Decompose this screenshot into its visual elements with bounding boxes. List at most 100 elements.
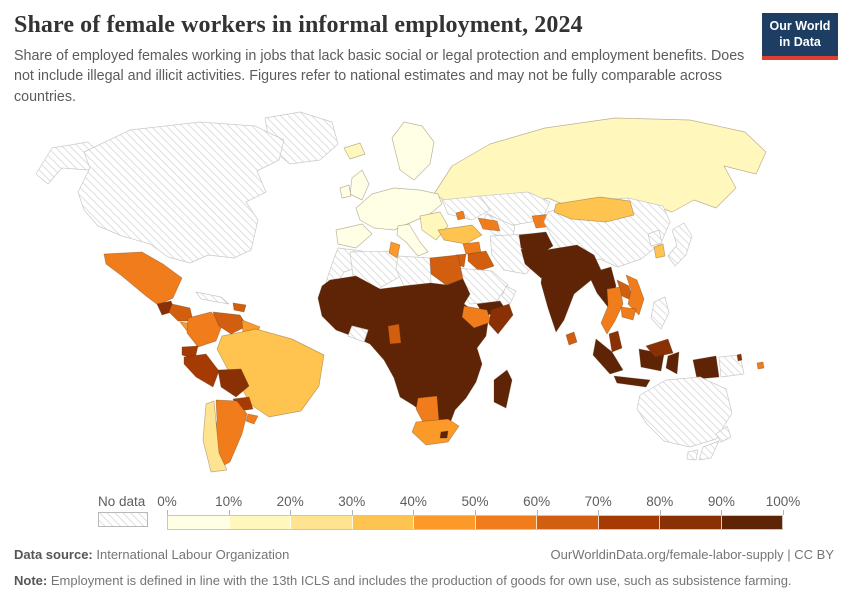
legend-bin-10-20%[interactable] xyxy=(229,516,291,529)
legend-tick-mark xyxy=(167,510,168,515)
legend-tick-mark xyxy=(413,510,415,515)
legend-bin-0-10%[interactable] xyxy=(168,516,230,529)
region-north-korea[interactable] xyxy=(647,229,663,247)
region-honduras-nicaragua[interactable] xyxy=(168,303,194,322)
region-peru[interactable] xyxy=(183,353,220,388)
legend-tick-label: 20% xyxy=(276,494,304,509)
region-mongolia[interactable] xyxy=(553,196,635,223)
region-cuba[interactable] xyxy=(195,291,230,305)
legend-tick-label: 70% xyxy=(584,494,612,509)
region-thailand[interactable] xyxy=(600,286,624,335)
footer-note: Note: Employment is defined in line with… xyxy=(14,572,834,590)
region-papua-new-guinea[interactable] xyxy=(718,354,745,378)
region-sub-saharan-africa[interactable] xyxy=(317,275,489,436)
region-iberia[interactable] xyxy=(335,223,373,249)
owid-logo[interactable]: Our World in Data xyxy=(762,13,838,61)
legend-tick-label: 40% xyxy=(399,494,427,509)
region-mexico[interactable] xyxy=(103,251,183,306)
region-liberia-sierra-leone[interactable] xyxy=(347,325,369,343)
region-somalia[interactable] xyxy=(488,303,514,335)
region-australia[interactable] xyxy=(636,376,733,448)
footer-data-source: Data source: International Labour Organi… xyxy=(14,546,289,564)
region-italy[interactable] xyxy=(396,223,429,257)
region-indonesia-java[interactable] xyxy=(613,375,651,388)
region-philippines[interactable] xyxy=(650,296,670,330)
region-ireland[interactable] xyxy=(339,184,352,199)
legend-bar xyxy=(167,515,783,530)
region-brazil[interactable] xyxy=(216,328,325,418)
region-uruguay[interactable] xyxy=(245,413,259,425)
legend-bin-60-70%[interactable] xyxy=(537,516,599,529)
region-new-zealand-north[interactable] xyxy=(715,425,732,443)
region-indonesia-sumatra[interactable] xyxy=(592,338,624,375)
page-title: Share of female workers in informal empl… xyxy=(14,12,583,38)
footer-url[interactable]: OurWorldinData.org/female-labor-supply |… xyxy=(550,547,834,562)
legend-bin-20-30%[interactable] xyxy=(291,516,353,529)
footer-source-text: International Labour Organization xyxy=(96,547,290,562)
region-ghana[interactable] xyxy=(387,323,402,345)
region-namibia[interactable] xyxy=(415,395,440,425)
region-venezuela[interactable] xyxy=(212,311,248,335)
region-indonesia-papua[interactable] xyxy=(692,355,720,380)
region-vietnam[interactable] xyxy=(625,274,645,316)
region-oman[interactable] xyxy=(501,285,517,305)
footer: Data source: International Labour Organi… xyxy=(0,546,850,589)
region-new-zealand-south[interactable] xyxy=(698,440,720,461)
legend-bin-30-40%[interactable] xyxy=(352,516,414,529)
region-moldova[interactable] xyxy=(455,210,466,221)
footer-source-label: Data source: xyxy=(14,547,93,562)
region-japan[interactable] xyxy=(667,222,693,267)
region-uk[interactable] xyxy=(349,169,370,201)
region-libya[interactable] xyxy=(395,255,432,287)
region-india[interactable] xyxy=(540,244,602,333)
header: Share of female workers in informal empl… xyxy=(0,0,850,107)
region-south-africa[interactable] xyxy=(411,418,460,446)
page-subtitle: Share of employed females working in job… xyxy=(14,48,745,105)
region-south-korea[interactable] xyxy=(653,243,666,259)
legend-tick-mark xyxy=(598,510,600,515)
region-iraq[interactable] xyxy=(467,250,495,272)
region-lesotho[interactable] xyxy=(439,430,449,439)
legend-bin-80-90%[interactable] xyxy=(660,516,722,529)
legend-tick-mark xyxy=(228,510,230,515)
region-ukraine[interactable] xyxy=(441,195,491,221)
region-tunisia[interactable] xyxy=(388,241,401,259)
legend-tick-mark xyxy=(290,510,292,515)
region-bolivia[interactable] xyxy=(217,368,250,398)
region-fiji[interactable] xyxy=(756,361,765,370)
region-hispaniola[interactable] xyxy=(232,302,247,313)
legend-tick-mark xyxy=(351,510,353,515)
legend-tick-label: 30% xyxy=(338,494,366,509)
legend-bin-40-50%[interactable] xyxy=(414,516,476,529)
region-scandinavia[interactable] xyxy=(391,121,435,181)
region-canada-usa[interactable] xyxy=(77,121,285,264)
legend-tick-label: 100% xyxy=(765,494,801,509)
region-malaysia-peninsula[interactable] xyxy=(608,330,623,353)
legend-tick-mark xyxy=(783,510,784,515)
legend-bin-70-80%[interactable] xyxy=(598,516,660,529)
region-caucasus[interactable] xyxy=(477,217,501,232)
region-iceland[interactable] xyxy=(343,142,366,160)
legend-tick-label: 80% xyxy=(646,494,674,509)
region-colombia[interactable] xyxy=(186,311,224,348)
region-egypt[interactable] xyxy=(429,254,464,286)
legend-bin-50-60%[interactable] xyxy=(475,516,537,529)
legend-tick-label: 90% xyxy=(707,494,735,509)
world-map-container xyxy=(0,108,850,493)
region-indonesia-sulawesi[interactable] xyxy=(665,351,680,375)
region-sri-lanka[interactable] xyxy=(565,331,578,346)
region-malaysia-borneo[interactable] xyxy=(645,338,674,358)
region-turkey[interactable] xyxy=(437,224,483,245)
legend-tick-mark xyxy=(721,510,723,515)
region-madagascar[interactable] xyxy=(493,369,513,409)
region-cambodia[interactable] xyxy=(620,306,637,321)
region-chile[interactable] xyxy=(202,400,228,473)
legend-bin-90-100%[interactable] xyxy=(721,516,782,529)
region-tasmania[interactable] xyxy=(686,449,699,461)
region-vanuatu[interactable] xyxy=(736,353,743,362)
region-ethiopia[interactable] xyxy=(461,305,492,329)
legend-no-data[interactable]: No data xyxy=(98,494,148,527)
legend-tick-mark xyxy=(475,510,476,515)
region-west-europe[interactable] xyxy=(355,187,443,231)
